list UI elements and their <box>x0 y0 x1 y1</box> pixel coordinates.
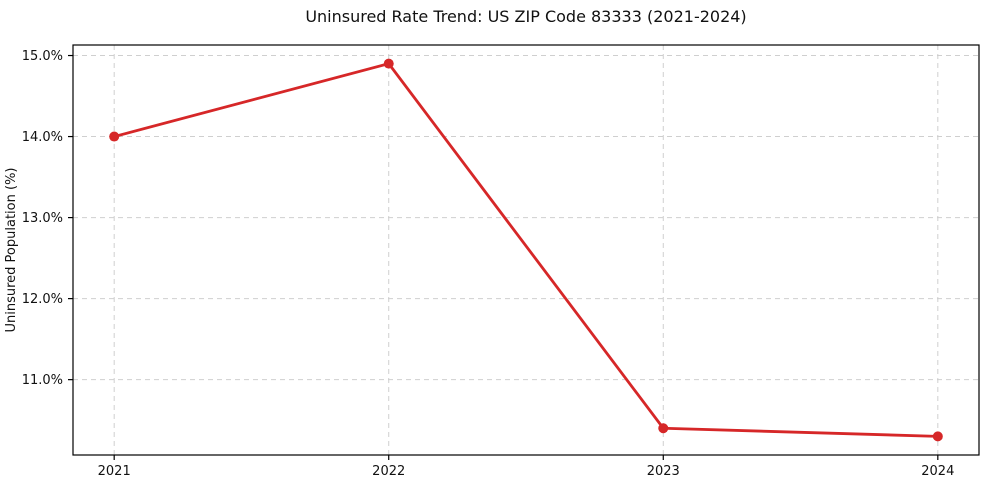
x-tick-label: 2021 <box>98 464 131 479</box>
chart-title: Uninsured Rate Trend: US ZIP Code 83333 … <box>305 7 746 26</box>
series-uninsured-rate <box>109 58 943 442</box>
y-tick-label: 12.0% <box>22 292 63 307</box>
x-tick-label: 2024 <box>921 464 954 479</box>
tick-labels: 11.0% 12.0% 13.0% 14.0% 15.0% 2021 2022 2023 202… <box>22 49 955 479</box>
gridlines <box>73 45 979 455</box>
trend-line <box>112 62 940 438</box>
y-tick-label: 15.0% <box>22 49 63 64</box>
y-tick-label: 13.0% <box>22 211 63 226</box>
data-point <box>109 131 120 142</box>
x-tick-label: 2022 <box>372 464 405 479</box>
axes-frame <box>72 44 980 456</box>
tick-marks <box>68 54 939 460</box>
plot-frame <box>72 44 980 456</box>
x-tick-label: 2023 <box>647 464 680 479</box>
data-point <box>383 58 394 69</box>
y-tick-label: 14.0% <box>22 130 63 145</box>
data-point <box>658 423 669 434</box>
y-axis-label: Uninsured Population (%) <box>4 168 19 333</box>
data-point <box>932 431 943 442</box>
y-tick-label: 11.0% <box>22 373 63 388</box>
